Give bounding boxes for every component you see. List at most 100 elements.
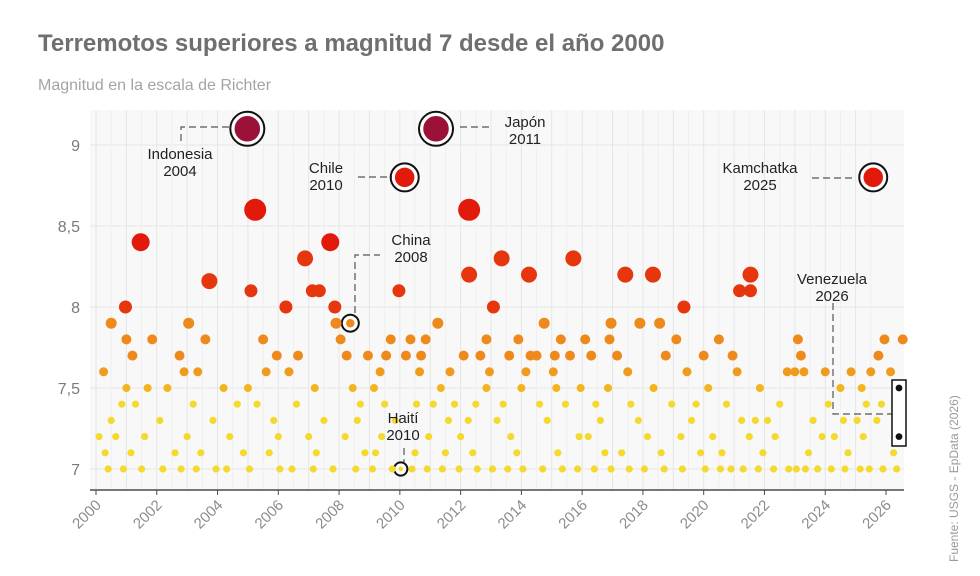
earthquake-point <box>879 334 890 345</box>
earthquake-point <box>156 416 164 424</box>
earthquake-point <box>612 350 623 361</box>
earthquake-point <box>276 465 284 473</box>
x-tick-label: 2024 <box>798 497 834 533</box>
earthquake-point <box>450 400 459 408</box>
x-tick-label: 2022 <box>738 497 774 533</box>
earthquake-point <box>270 416 278 424</box>
earthquake-point <box>654 317 666 329</box>
earthquake-point <box>859 433 867 441</box>
earthquake-point <box>321 233 340 252</box>
earthquake-point <box>233 400 241 408</box>
earthquake-point <box>486 300 500 314</box>
earthquake-point <box>341 350 352 361</box>
earthquake-point <box>660 350 671 361</box>
earthquake-point <box>692 400 700 408</box>
earthquake-point <box>644 266 661 283</box>
highlight-ring <box>858 162 889 193</box>
earthquake-point <box>212 465 220 473</box>
earthquake-point <box>782 367 792 377</box>
earthquake-point <box>392 284 406 298</box>
earthquake-point <box>584 433 592 441</box>
earthquake-point <box>425 433 433 441</box>
highlight-ring <box>340 313 360 333</box>
earthquake-point <box>799 367 809 377</box>
earthquake-point <box>677 433 685 441</box>
earthquake-point <box>839 416 848 424</box>
earthquake-point <box>671 334 682 345</box>
earthquake-point <box>586 350 597 361</box>
earthquake-point <box>844 449 852 457</box>
earthquake-point <box>879 465 887 473</box>
earthquake-point <box>473 465 481 473</box>
earthquake-point <box>475 350 486 361</box>
earthquake-point <box>558 465 567 473</box>
highlighted-earthquake-point <box>395 464 406 474</box>
earthquake-point <box>759 449 767 457</box>
earthquake-point <box>792 465 800 473</box>
annotation-haiti: Haití <box>388 410 420 427</box>
highlight-ring <box>389 162 420 193</box>
earthquake-point <box>171 449 179 457</box>
earthquake-point <box>513 449 521 457</box>
annotation-indonesia: 2004 <box>163 163 196 180</box>
earthquake-point <box>177 465 185 473</box>
earthquake-point <box>243 384 252 392</box>
earthquake-point <box>668 400 676 408</box>
earthquake-point <box>627 400 635 408</box>
annotation-chile: 2010 <box>309 177 342 194</box>
earthquake-point <box>704 384 713 392</box>
earthquake-point <box>193 367 203 377</box>
earthquake-point <box>732 367 742 377</box>
earthquake-point <box>461 266 478 283</box>
x-tick-label: 2018 <box>616 497 652 533</box>
earthquake-point <box>718 449 726 457</box>
earthquake-point <box>769 465 778 473</box>
earthquake-point <box>147 334 158 345</box>
earthquake-point <box>201 273 218 290</box>
x-tick-label: 2000 <box>69 497 105 533</box>
earthquake-point <box>320 416 328 424</box>
earthquake-point <box>678 465 687 473</box>
earthquake-point <box>548 367 558 377</box>
earthquake-point <box>682 367 692 377</box>
earthquake-point <box>297 250 314 267</box>
earthquake-point <box>754 465 762 473</box>
earthquake-point <box>271 350 282 361</box>
earthquake-point <box>575 433 583 441</box>
earthquake-point <box>873 416 881 424</box>
earthquake-point <box>733 284 747 298</box>
earthquake-point <box>889 449 898 457</box>
earthquake-point <box>643 433 652 441</box>
chart-subtitle: Magnitud en la escala de Richter <box>38 77 272 94</box>
earthquake-point <box>159 465 167 473</box>
earthquake-point <box>801 465 810 473</box>
earthquake-point <box>457 433 465 441</box>
earthquake-point <box>352 465 360 473</box>
earthquake-point <box>625 465 633 473</box>
earthquake-point <box>441 449 450 457</box>
earthquake-point <box>370 384 379 392</box>
annotation-chile: Chile <box>309 160 343 177</box>
earthquake-point <box>520 266 537 283</box>
earthquake-point <box>573 465 582 473</box>
earthquake-point <box>328 300 342 314</box>
earthquake-point <box>617 266 634 283</box>
x-tick-label: 2004 <box>191 497 227 533</box>
earthquake-point <box>458 198 481 221</box>
x-tick-label: 2020 <box>677 497 713 533</box>
annotation-china: China <box>391 232 431 249</box>
earthquake-point <box>493 250 510 267</box>
earthquake-point <box>239 449 247 457</box>
highlighted-earthquake-point <box>860 165 886 190</box>
earthquake-point <box>107 416 115 424</box>
earthquake-point <box>388 465 396 473</box>
earthquake-point <box>504 350 515 361</box>
earthquake-point <box>121 334 132 345</box>
earthquake-point <box>857 384 866 392</box>
x-tick-label: 2006 <box>252 497 288 533</box>
earthquake-point <box>265 449 273 457</box>
earthquake-point <box>127 449 135 457</box>
earthquake-point <box>818 433 826 441</box>
earthquake-point <box>292 400 301 408</box>
earthquake-point <box>751 416 759 424</box>
